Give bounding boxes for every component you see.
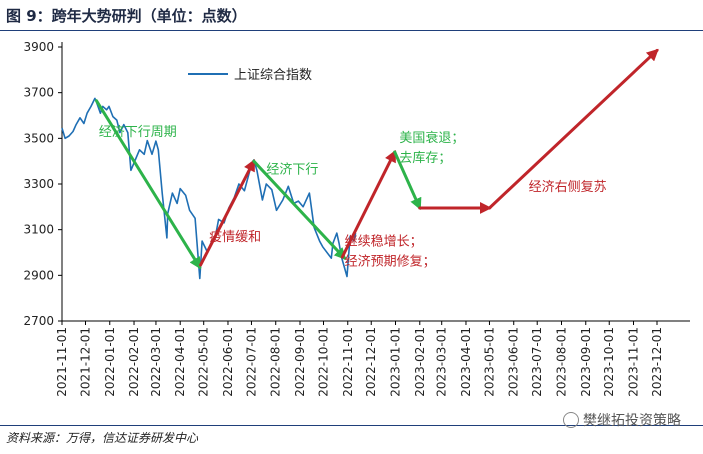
y-tick-label: 3500 <box>23 131 54 145</box>
x-tick-label: 2023-02-01 <box>413 327 427 397</box>
x-tick-label: 2023-01-01 <box>389 327 403 397</box>
x-tick-label: 2023-06-01 <box>507 327 521 397</box>
wechat-logo-icon <box>563 412 579 428</box>
x-tick-label: 2022-07-01 <box>244 327 258 397</box>
x-tick-label: 2022-12-01 <box>364 327 378 397</box>
trend-arrow-down <box>393 150 422 211</box>
legend-label: 上证综合指数 <box>234 68 312 83</box>
annotation-text: 去库存； <box>399 150 451 166</box>
x-tick-label: 2022-05-01 <box>197 327 211 397</box>
trend-arrow-down <box>252 159 347 260</box>
y-tick-label: 2700 <box>23 314 54 328</box>
x-tick-label: 2022-04-01 <box>173 327 187 397</box>
x-tick-label: 2021-12-01 <box>78 327 92 397</box>
x-tick-label: 2023-04-01 <box>459 327 473 397</box>
x-tick-label: 2023-07-01 <box>530 327 544 397</box>
trend-arrow-up <box>340 149 397 259</box>
source-note: 资料来源：万得，信达证券研发中心 <box>6 431 199 445</box>
x-tick-label: 2022-09-01 <box>293 327 307 397</box>
x-tick-label: 2023-12-01 <box>650 327 664 397</box>
x-tick-label: 2022-08-01 <box>269 327 283 397</box>
y-tick-label: 3900 <box>23 40 54 54</box>
y-tick-label: 3100 <box>23 223 54 237</box>
watermark-text: 樊继拓投资策略 <box>583 413 681 429</box>
x-tick-label: 2022-11-01 <box>341 327 355 397</box>
y-tick-label: 3300 <box>23 177 54 191</box>
x-tick-label: 2023-10-01 <box>602 327 616 397</box>
annotation-text: 经济预期修复； <box>345 255 436 270</box>
x-tick-label: 2023-03-01 <box>435 327 449 397</box>
y-tick-label: 2900 <box>23 268 54 282</box>
figure-title: 图 9：跨年大势研判（单位：点数） <box>6 7 247 25</box>
x-tick-label: 2021-11-01 <box>55 327 69 397</box>
annotation-text: 经济右侧复苏 <box>529 179 607 195</box>
x-tick-label: 2022-03-01 <box>149 327 163 397</box>
source-rule <box>0 425 703 426</box>
annotation-text: 疫情缓和 <box>209 229 261 245</box>
watermark: 樊继拓投资策略 <box>563 410 681 430</box>
annotation-text: 经济下行周期 <box>99 125 177 140</box>
x-axis-ticks: 2021-11-01 2021-12-01 2022-01-01 2022-02-01… <box>55 321 664 397</box>
annotation-text: 美国衰退； <box>399 130 464 146</box>
x-tick-label: 2022-02-01 <box>127 327 141 397</box>
annotation-text: 继续稳增长； <box>345 234 423 250</box>
x-tick-label: 2023-08-01 <box>554 327 568 397</box>
x-tick-label: 2023-09-01 <box>579 327 593 397</box>
x-tick-label: 2022-06-01 <box>221 327 235 397</box>
x-tick-label: 2022-01-01 <box>103 327 117 397</box>
trend-arrow-down <box>94 99 202 270</box>
trend-arrow-up <box>487 48 659 210</box>
x-tick-label: 2023-05-01 <box>482 327 496 397</box>
trend-arrows <box>94 48 659 270</box>
title-rule <box>0 30 703 31</box>
trend-arrow-up <box>199 159 256 267</box>
x-tick-label: 2022-10-01 <box>316 327 330 397</box>
y-tick-label: 3700 <box>23 86 54 100</box>
y-axis-ticks: 2700 2900 3100 3300 3500 3700 3900 <box>23 40 62 328</box>
x-tick-label: 2023-11-01 <box>627 327 641 397</box>
legend: 上证综合指数 <box>188 68 312 83</box>
annotation-text: 经济下行 <box>266 163 318 178</box>
